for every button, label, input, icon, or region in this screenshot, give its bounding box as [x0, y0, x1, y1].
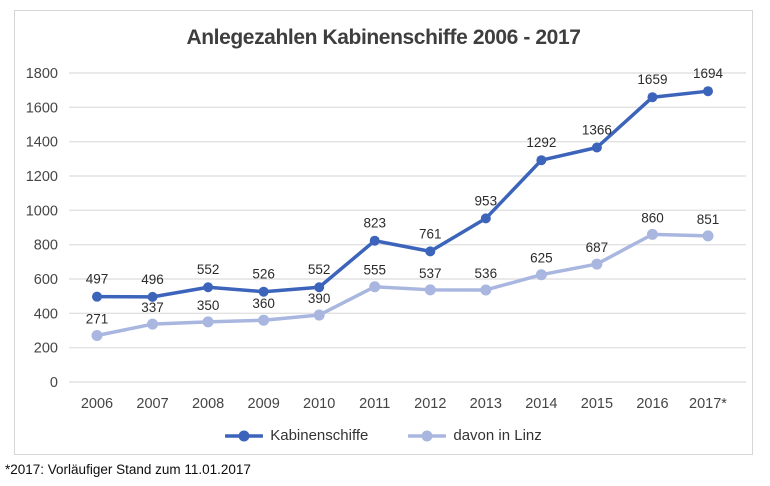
x-tick-label: 2007: [136, 396, 168, 412]
data-label: 1694: [693, 66, 724, 81]
data-label: 497: [86, 272, 109, 287]
x-tick-label: 2013: [470, 396, 502, 412]
data-point: [536, 155, 547, 166]
data-label: 496: [141, 272, 164, 287]
data-point: [369, 281, 381, 293]
x-tick-label: 2009: [248, 396, 280, 412]
y-tick-label: 800: [34, 238, 58, 254]
data-label: 526: [252, 267, 275, 282]
x-tick-label: 2017*: [689, 396, 727, 412]
x-tick-label: 2015: [581, 396, 613, 412]
chart-title: Anlegezahlen Kabinenschiffe 2006 - 2017: [186, 26, 581, 49]
data-point: [646, 228, 658, 240]
data-point: [703, 86, 713, 97]
data-label: 953: [475, 193, 498, 208]
legend-label: Kabinenschiffe: [270, 427, 369, 444]
data-label: 1659: [637, 72, 667, 87]
y-tick-label: 1800: [26, 66, 58, 82]
x-tick-label: 2011: [359, 396, 390, 412]
chart-card: Anlegezahlen Kabinenschiffe 2006 - 2017 …: [14, 10, 753, 455]
data-point: [92, 291, 102, 302]
data-label: 555: [363, 263, 386, 278]
y-tick-label: 1400: [26, 135, 58, 151]
data-point: [591, 142, 602, 153]
data-point: [535, 269, 547, 281]
data-point: [91, 329, 103, 341]
data-point: [258, 286, 269, 297]
series-line-kabinenschiffe: [95, 89, 710, 299]
y-tick-label: 1200: [26, 169, 58, 185]
x-tick-label: 2016: [636, 396, 668, 412]
data-label: 1366: [582, 123, 612, 138]
y-tick-label: 1000: [26, 203, 58, 219]
y-tick-label: 1600: [26, 100, 58, 116]
data-point: [313, 309, 325, 321]
x-tick-label: 2008: [192, 396, 224, 412]
data-point: [147, 318, 159, 330]
data-label: 552: [197, 262, 220, 277]
x-tick-label: 2014: [525, 396, 557, 412]
x-tick-label: 2010: [303, 396, 335, 412]
data-label: 687: [586, 240, 609, 255]
data-label: 761: [419, 226, 442, 241]
legend-swatch-icon: [408, 430, 447, 441]
data-point: [424, 284, 436, 296]
data-point: [314, 282, 325, 293]
data-label: 360: [252, 296, 275, 311]
y-tick-label: 400: [34, 306, 58, 322]
data-point: [258, 314, 270, 326]
legend-item-davon-in-linz: davon in Linz: [408, 427, 542, 444]
data-point: [147, 291, 158, 302]
data-point: [647, 92, 658, 103]
data-point: [591, 258, 603, 270]
line-chart-plot: 0 200 400 600 800 1000 1200 1400 1600 1800 2006 200…: [26, 66, 746, 412]
data-label: 823: [363, 216, 386, 231]
data-label: 552: [308, 262, 331, 277]
data-point: [202, 316, 214, 328]
legend-label: davon in Linz: [453, 427, 542, 444]
data-label: 536: [475, 266, 498, 281]
data-point: [203, 282, 214, 293]
data-label: 625: [530, 251, 553, 266]
x-tick-label: 2006: [81, 396, 113, 412]
data-label: 1292: [526, 135, 556, 150]
chart-footnote: *2017: Vorläufiger Stand zum 11.01.2017: [5, 462, 251, 477]
data-label: 390: [308, 291, 331, 306]
y-tick-label: 0: [50, 375, 58, 391]
data-point: [480, 213, 491, 224]
data-point: [702, 230, 714, 242]
series-line-davon-in-linz: [95, 232, 710, 338]
chart-legend: Kabinenschiffe davon in Linz: [15, 427, 752, 444]
y-tick-label: 600: [34, 272, 58, 288]
data-point: [425, 246, 436, 257]
legend-item-kabinenschiffe: Kabinenschiffe: [225, 427, 368, 444]
legend-swatch-icon: [225, 430, 264, 441]
data-point: [369, 235, 380, 246]
data-point: [480, 284, 492, 296]
data-label: 350: [197, 298, 220, 313]
data-label: 860: [641, 210, 664, 225]
x-tick-label: 2012: [414, 396, 446, 412]
y-tick-label: 200: [34, 341, 58, 357]
data-label: 337: [141, 300, 164, 315]
data-label: 851: [697, 212, 720, 227]
data-label: 271: [86, 311, 109, 326]
data-label: 537: [419, 266, 442, 281]
